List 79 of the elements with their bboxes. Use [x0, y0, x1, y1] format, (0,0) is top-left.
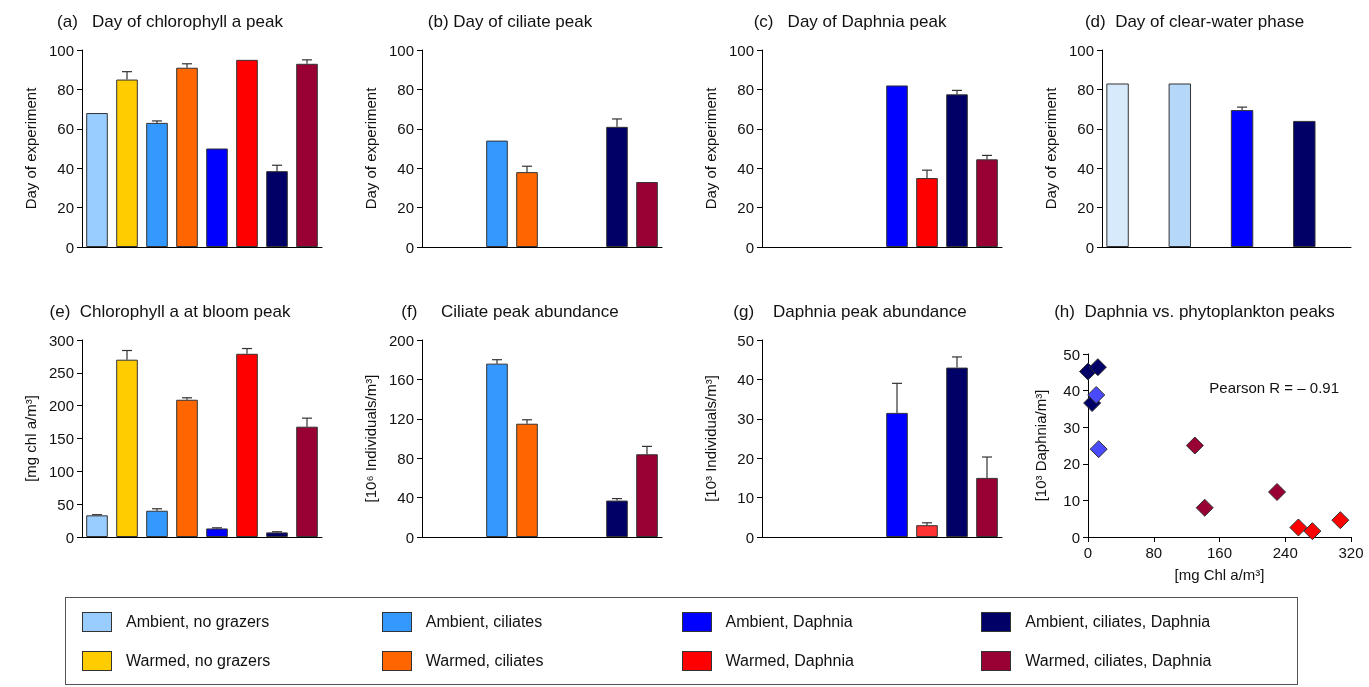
y-tick-label: 100 [728, 41, 754, 59]
chart-title: (d) Day of clear-water phase [1084, 12, 1305, 31]
chart-title: (g) Daphnia peak abundance [733, 302, 967, 321]
y-tick-label: 20 [397, 199, 414, 217]
y-tick-label: 40 [57, 159, 74, 177]
y-tick-label: 10 [737, 489, 754, 507]
y-tick-label: 50 [57, 495, 74, 513]
y-tick-label: 80 [737, 80, 754, 98]
y-tick-label: 250 [48, 364, 74, 382]
legend-label: Warmed, ciliates [425, 651, 544, 670]
y-tick-label: 0 [405, 528, 414, 546]
y-tick-label: 120 [388, 410, 414, 428]
y-tick-label: 30 [1063, 418, 1080, 436]
x-tick-label: 240 [1272, 544, 1298, 561]
legend-label: Ambient, ciliates, Daphnia [1025, 612, 1211, 631]
y-tick-label: 0 [65, 238, 74, 256]
y-tick-label: 200 [48, 397, 74, 415]
x-tick-label: 320 [1338, 544, 1364, 561]
chart-title: (b) Day of ciliate peak [427, 12, 593, 31]
y-tick-label: 40 [397, 489, 414, 507]
chart-title: (f) Ciliate peak abundance [401, 302, 619, 321]
y-axis-title: Day of experiment [1042, 86, 1059, 210]
y-tick-label: 60 [1077, 120, 1094, 138]
y-tick-label: 60 [57, 120, 74, 138]
y-tick-label: 80 [1077, 80, 1094, 98]
y-tick-label: 80 [397, 449, 414, 467]
y-tick-label: 0 [65, 528, 74, 546]
y-tick-label: 40 [1063, 382, 1080, 400]
y-tick-label: 100 [48, 462, 74, 480]
y-tick-label: 100 [48, 41, 74, 59]
y-tick-label: 20 [737, 199, 754, 217]
y-tick-label: 40 [1077, 159, 1094, 177]
y-tick-label: 60 [737, 120, 754, 138]
legend-label: Warmed, ciliates, Daphnia [1025, 651, 1212, 670]
y-tick-label: 150 [48, 430, 74, 447]
y-tick-label: 200 [388, 331, 414, 349]
y-axis-title: Day of experiment [702, 86, 719, 210]
y-tick-label: 50 [737, 331, 754, 349]
y-tick-label: 40 [737, 159, 754, 177]
y-tick-label: 40 [737, 370, 754, 388]
y-tick-label: 20 [1077, 199, 1094, 217]
x-tick-label: 80 [1145, 544, 1163, 561]
y-tick-label: 100 [388, 41, 414, 59]
y-tick-label: 0 [745, 528, 754, 546]
y-tick-label: 20 [1063, 455, 1080, 473]
annotation: Pearson R = – 0.91 [1209, 379, 1339, 396]
y-axis-title: [10⁶ Individuals/m³] [362, 374, 379, 503]
y-tick-label: 0 [405, 238, 414, 256]
y-tick-label: 0 [1085, 238, 1094, 256]
y-tick-label: 20 [57, 199, 74, 217]
y-tick-label: 60 [397, 120, 414, 138]
y-tick-label: 300 [48, 331, 74, 349]
legend-label: Ambient, no grazers [126, 612, 270, 631]
y-tick-label: 20 [737, 449, 754, 467]
y-tick-label: 100 [1068, 41, 1094, 59]
y-axis-title: Day of experiment [22, 86, 39, 210]
legend-label: Ambient, ciliates [425, 612, 543, 631]
legend-label: Ambient, Daphnia [725, 612, 853, 631]
y-tick-label: 40 [397, 159, 414, 177]
x-tick-label: 160 [1206, 544, 1233, 561]
x-axis-title: [mg Chl a/m³] [1174, 566, 1265, 583]
chart-title: (e) Chlorophyll a at bloom peak [49, 302, 291, 321]
chart-title: (h) Daphnia vs. phytoplankton peaks [1054, 302, 1335, 321]
chart-title: (c) Day of Daphnia peak [753, 12, 947, 31]
y-tick-label: 10 [1063, 491, 1080, 509]
y-axis-title: Day of experiment [362, 86, 379, 210]
y-tick-label: 50 [1063, 345, 1080, 363]
legend-label: Warmed, Daphnia [725, 651, 854, 670]
y-axis-title: [10³ Individuals/m³] [702, 375, 719, 502]
y-tick-label: 30 [737, 410, 754, 428]
y-tick-label: 0 [1071, 528, 1080, 546]
legend-label: Warmed, no grazers [126, 651, 271, 670]
chart-title: (a) Day of chlorophyll a peak [57, 12, 284, 31]
y-axis-title: [mg chl a/m³] [22, 395, 39, 482]
y-tick-label: 160 [388, 370, 414, 388]
y-tick-label: 80 [397, 80, 414, 98]
y-axis-title: [10³ Daphnia/m³] [1032, 389, 1049, 502]
y-tick-label: 80 [57, 80, 74, 98]
y-tick-label: 0 [745, 238, 754, 256]
